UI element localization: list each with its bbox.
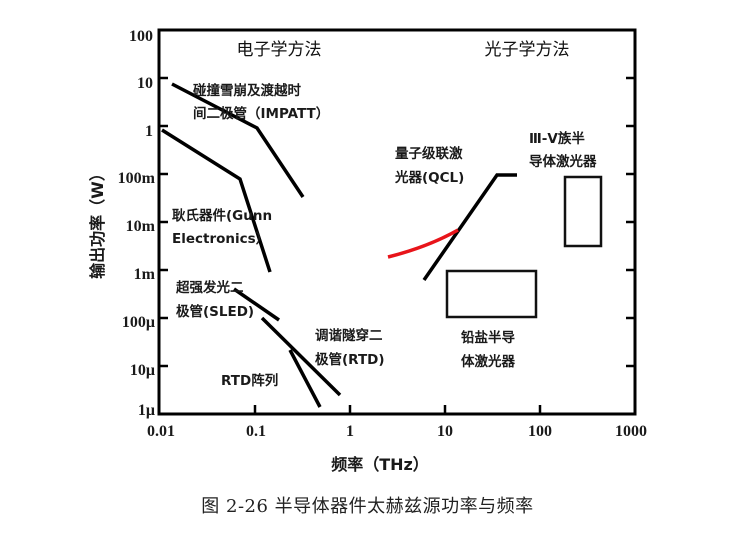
iiiv-laser-region — [563, 175, 603, 248]
y-tick-label: 100 — [129, 28, 153, 45]
impatt-label-line1: 碰撞雪崩及渡越时 — [193, 82, 301, 99]
red-curve — [387, 228, 459, 259]
y-tick-label: 10μ — [130, 362, 155, 379]
qcl-label-line2: 光器(QCL) — [394, 169, 464, 186]
y-ticks-right — [626, 76, 635, 368]
lead-salt-label-line1: 铅盐半导 — [461, 329, 515, 346]
y-tick-label: 100m — [118, 170, 156, 187]
y-tick-label: 10m — [126, 218, 156, 235]
x-tick-label: 0.1 — [246, 423, 266, 440]
region-title-photonic: 光子学方法 — [485, 40, 570, 60]
y-tick-label: 10 — [137, 75, 153, 92]
impatt-line — [171, 82, 305, 198]
y-tick-label: 100μ — [122, 314, 155, 331]
region-title-electronic: 电子学方法 — [237, 40, 322, 60]
rtd-array-label: RTD阵列 — [221, 372, 278, 389]
x-tick-labels: 0.01 0.1 1 10 100 1000 — [147, 423, 647, 440]
x-tick-label: 1 — [346, 423, 354, 440]
y-tick-label: 1μ — [138, 402, 155, 419]
gunn-line — [161, 128, 272, 273]
impatt-label-line2: 间二极管（IMPATT） — [193, 105, 329, 122]
rtd-label-line2: 极管(RTD) — [315, 351, 385, 368]
figure-caption: 图 2-26 半导体器件太赫兹源功率与频率 — [201, 496, 534, 517]
x-tick-label: 0.01 — [147, 423, 175, 440]
lead-salt-label-line2: 体激光器 — [461, 353, 515, 370]
rtd-label-line1: 调谐隧穿二 — [315, 327, 383, 344]
y-ticks-left — [159, 76, 168, 368]
rtd-array-line — [288, 349, 322, 408]
qcl-label-line1: 量子级联激 — [395, 145, 463, 162]
y-tick-labels: 100 10 1 100m 10m 1m 100μ 10μ 1μ — [118, 28, 156, 419]
x-axis-title: 频率（THz） — [331, 455, 429, 474]
x-ticks — [253, 405, 542, 414]
qcl-line — [422, 173, 517, 281]
sled-label-line1: 超强发光二 — [175, 279, 244, 296]
iiiv-label-line2: 导体激光器 — [529, 153, 597, 170]
rtd-line — [260, 316, 342, 397]
lead-salt-laser-region — [445, 269, 538, 319]
sled-label-line2: 极管(SLED) — [176, 303, 254, 320]
gunn-label-line2: Electronics） — [172, 231, 269, 247]
y-axis-title: 输出功率（W） — [88, 165, 107, 279]
x-tick-label: 10 — [437, 423, 453, 440]
x-tick-label: 1000 — [615, 423, 647, 440]
y-tick-label: 1 — [145, 123, 153, 140]
sled-line — [233, 287, 280, 322]
gunn-label-line1: 耿氏器件(Gunn — [172, 207, 272, 224]
y-tick-label: 1m — [134, 266, 156, 283]
device-lines — [161, 82, 517, 408]
x-tick-label: 100 — [528, 423, 552, 440]
iiiv-label-line1: Ⅲ-Ⅴ族半 — [529, 130, 585, 147]
